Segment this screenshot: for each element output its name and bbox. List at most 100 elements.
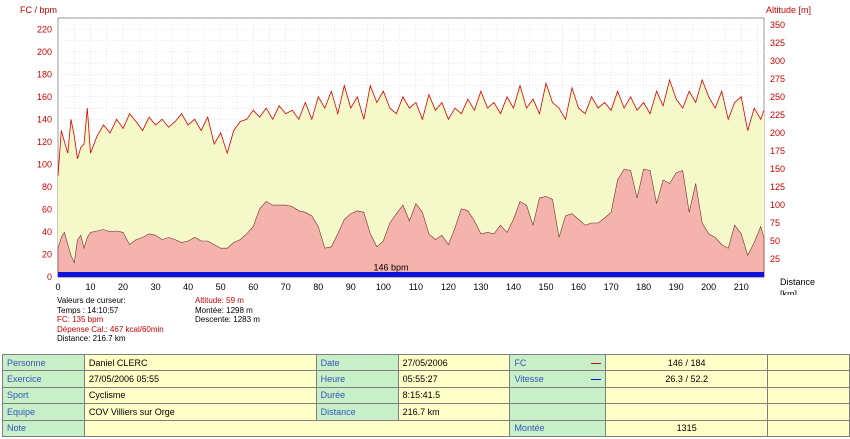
right-tick-label: 175 <box>770 146 785 156</box>
average-hr-bar <box>58 272 764 277</box>
x-tick-label: 30 <box>151 282 161 292</box>
right-tick-label: 75 <box>770 218 780 228</box>
empty-cell <box>767 353 850 372</box>
right-tick-label: 225 <box>770 110 785 120</box>
x-tick-label: 110 <box>409 282 423 292</box>
x-tick-label: 180 <box>636 282 651 292</box>
fc-legend-line <box>591 362 602 364</box>
distance-label: Distance <box>315 403 399 421</box>
right-tick-label: 125 <box>770 182 785 192</box>
x-tick-label: 140 <box>506 282 521 292</box>
duree-label: Durée <box>315 386 399 405</box>
left-axis-title: FC / bpm <box>20 5 57 15</box>
left-tick-label: 80 <box>42 182 52 192</box>
date-value: 27/05/2006 <box>397 353 511 372</box>
cursor-title: Valeurs de curseur: <box>57 296 126 305</box>
equipe-value: COV Villiers sur Orge <box>83 403 317 421</box>
date-label: Date <box>315 353 399 372</box>
fc-label: FC <box>509 353 607 372</box>
fc-value: 146 / 184 <box>605 353 769 372</box>
x-tick-label: 40 <box>183 282 193 292</box>
cursor-values: Valeurs de curseur: Temps : 14:10:57 FC:… <box>57 296 164 344</box>
left-tick-label: 180 <box>37 69 52 79</box>
right-tick-label: 100 <box>770 200 785 210</box>
cursor-fc: FC: 135 bpm <box>57 315 104 325</box>
x-tick-label: 70 <box>281 282 291 292</box>
hr-line <box>57 78 765 176</box>
altitude-area <box>57 168 765 278</box>
x-axis-unit: [km] <box>780 289 797 295</box>
right-axis-title: Altitude [m] <box>766 5 811 15</box>
right-tick-label: 325 <box>770 38 785 48</box>
cursor-altitude: Altitude: 59 m <box>195 296 244 305</box>
empty-cell <box>767 370 850 388</box>
left-axis-ticks: 0 20 40 60 80 100 120 140 160 180 200 220 <box>37 24 52 282</box>
table-row: Note Montée 1315 <box>2 419 850 437</box>
hr-altitude-chart: 146 bpm 0 10 20 30 40 50 60 70 80 90 100 110 120 130 1… <box>20 5 815 295</box>
x-tick-label: 120 <box>441 282 456 292</box>
table-row: Personne Daniel CLERC Date 27/05/2006 FC… <box>2 353 850 372</box>
note-value <box>83 419 511 437</box>
x-axis-title: Distance <box>780 277 815 287</box>
x-tick-label: 200 <box>701 282 716 292</box>
cursor-calories: Dépense Cal.: 467 kcal/60min <box>57 324 164 334</box>
x-tick-label: 170 <box>604 282 619 292</box>
vitesse-label: Vitesse <box>509 370 607 388</box>
personne-value: Daniel CLERC <box>83 353 317 372</box>
right-tick-label: 300 <box>770 56 785 66</box>
table-row: Equipe COV Villiers sur Orge Distance 21… <box>2 403 850 421</box>
x-tick-label: 20 <box>118 282 128 292</box>
equipe-label: Equipe <box>2 403 85 421</box>
left-tick-label: 140 <box>37 114 52 124</box>
right-tick-label: 275 <box>770 74 785 84</box>
sport-label: Sport <box>2 386 85 405</box>
x-tick-label: 60 <box>248 282 258 292</box>
left-tick-label: 60 <box>42 204 52 214</box>
empty-cell <box>605 386 769 405</box>
left-tick-label: 220 <box>37 24 52 34</box>
cursor-climb: Montée: 1298 m <box>195 305 253 315</box>
heure-label: Heure <box>315 370 399 388</box>
sport-value: Cyclisme <box>83 386 317 405</box>
right-tick-label: 350 <box>770 20 785 30</box>
x-tick-label: 150 <box>539 282 554 292</box>
table-row: Exercice 27/05/2006 05:55 Heure 05:55:27… <box>2 370 850 388</box>
left-tick-label: 120 <box>37 137 52 147</box>
session-info-table: Personne Daniel CLERC Date 27/05/2006 FC… <box>2 353 850 437</box>
x-tick-label: 90 <box>346 282 356 292</box>
right-axis-ticks: 25 50 75 100 125 150 175 200 225 250 275 300 325 350 <box>770 20 785 264</box>
x-tick-label: 160 <box>571 282 586 292</box>
x-tick-label: 80 <box>313 282 323 292</box>
left-tick-label: 200 <box>37 47 52 57</box>
empty-cell <box>767 419 850 437</box>
x-tick-label: 0 <box>55 282 60 292</box>
left-tick-label: 160 <box>37 92 52 102</box>
duree-value: 8:15:41.5 <box>397 386 511 405</box>
vitesse-legend-line <box>591 379 602 381</box>
empty-cell <box>767 386 850 405</box>
montee-label: Montée <box>509 419 607 437</box>
x-tick-label: 100 <box>376 282 391 292</box>
empty-label <box>509 386 607 405</box>
right-tick-label: 200 <box>770 128 785 138</box>
cursor-distance: Distance: 216.7 km <box>57 334 126 344</box>
left-tick-label: 20 <box>42 249 52 259</box>
x-tick-label: 190 <box>669 282 684 292</box>
heure-value: 05:55:27 <box>397 370 511 388</box>
empty-cell <box>605 403 769 421</box>
vitesse-value: 26.3 / 52.2 <box>605 370 769 388</box>
cursor-time: Temps : 14:10:57 <box>57 305 119 315</box>
cursor-values-altitude: Altitude: 59 m Montée: 1298 m Descente: … <box>195 296 260 325</box>
right-tick-label: 250 <box>770 92 785 102</box>
table-row: Sport Cyclisme Durée 8:15:41.5 <box>2 386 850 405</box>
left-tick-label: 40 <box>42 227 52 237</box>
x-tick-label: 210 <box>734 282 749 292</box>
empty-label <box>509 403 607 421</box>
cursor-descent: Descente: 1283 m <box>195 315 260 325</box>
x-tick-label: 10 <box>86 282 96 292</box>
right-tick-label: 25 <box>770 254 780 264</box>
x-tick-label: 130 <box>473 282 488 292</box>
x-tick-label: 50 <box>216 282 226 292</box>
note-label: Note <box>2 419 85 437</box>
x-axis-ticks: 0 10 20 30 40 50 60 70 80 90 100 110 120 130 140 150 160… <box>55 282 748 292</box>
